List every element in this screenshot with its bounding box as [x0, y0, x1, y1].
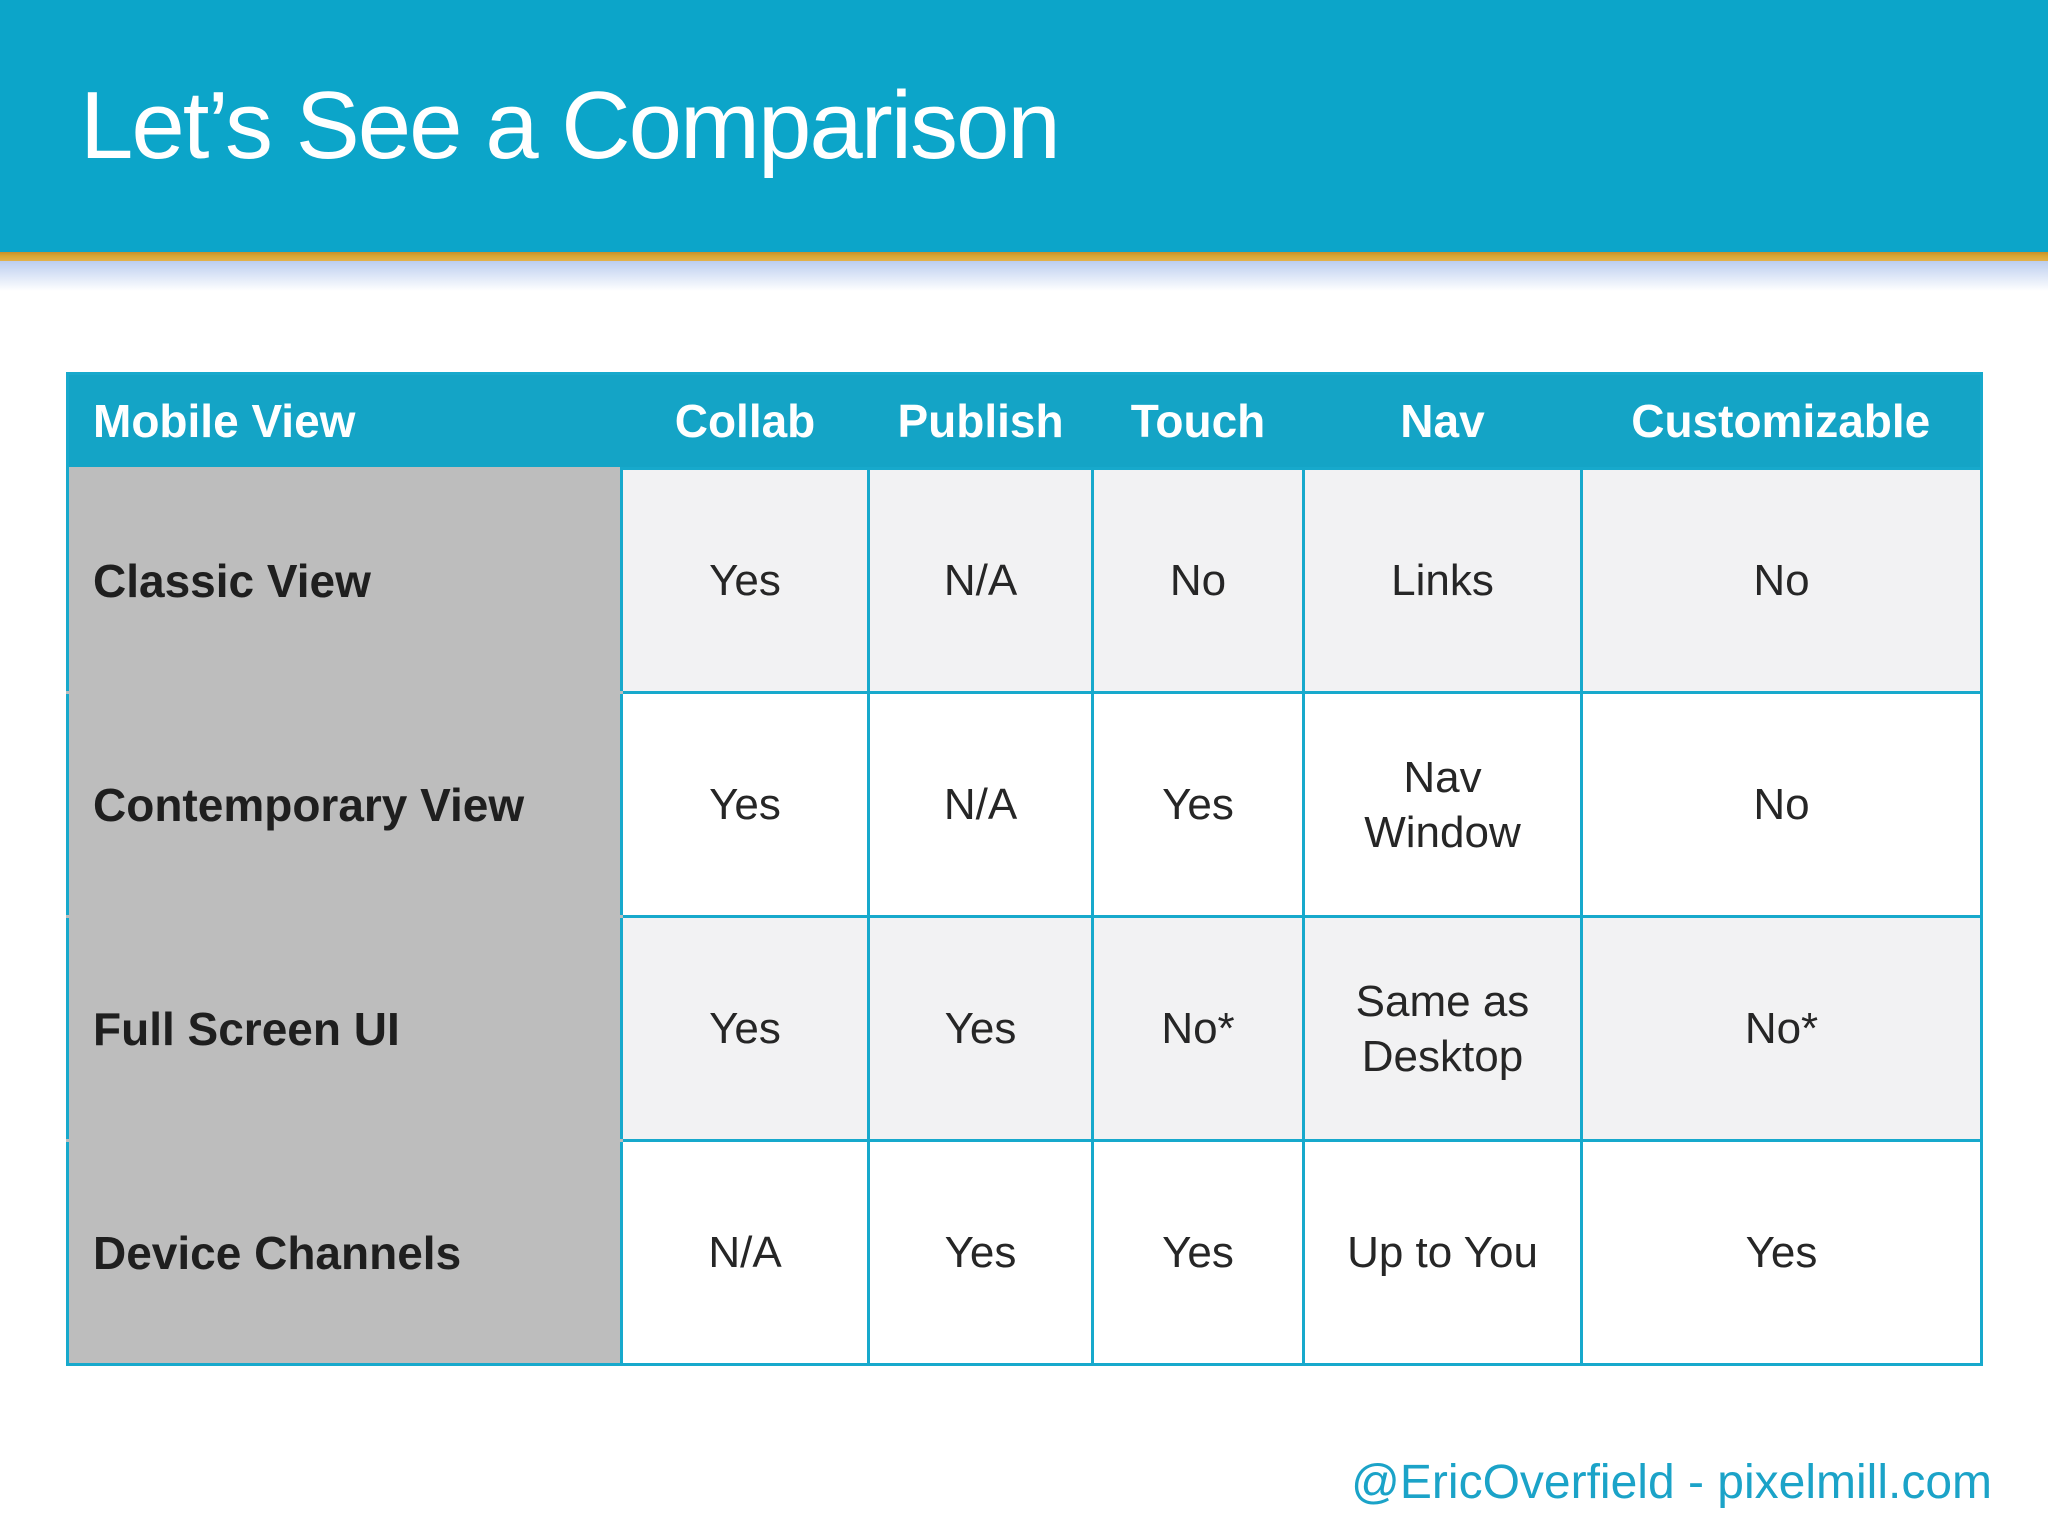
slide-title: Let’s See a Comparison — [80, 72, 1061, 179]
table-row: Full Screen UI Yes Yes No* Same as Deskt… — [66, 915, 1983, 1142]
band-shadow-gradient — [0, 261, 2048, 291]
table-cell: No — [1580, 467, 1983, 694]
table-cell: Yes — [867, 915, 1094, 1142]
footer-credit: @EricOverfield - pixelmill.com — [1351, 1456, 1992, 1509]
table-row: Classic View Yes N/A No Links No — [66, 467, 1983, 694]
gold-divider-rule — [0, 252, 2048, 261]
column-header-publish: Publish — [868, 373, 1093, 469]
column-header-customizable: Customizable — [1581, 373, 1982, 469]
column-header-collab: Collab — [621, 373, 869, 469]
table-cell: Yes — [620, 915, 870, 1142]
column-header-nav: Nav — [1303, 373, 1582, 469]
table-header-row: Mobile View Collab Publish Touch Nav Cus… — [67, 373, 1982, 469]
table-cell: No* — [1091, 915, 1305, 1142]
title-band: Let’s See a Comparison — [0, 0, 2048, 252]
row-label: Full Screen UI — [66, 915, 623, 1142]
table-cell: Same as Desktop — [1302, 915, 1583, 1142]
table-cell: N/A — [620, 1139, 870, 1366]
table-cell: Yes — [867, 1139, 1094, 1366]
table-cell: Yes — [1091, 1139, 1305, 1366]
row-label: Classic View — [66, 467, 623, 694]
table-row: Contemporary View Yes N/A Yes Nav Window… — [66, 691, 1983, 918]
column-header-mobile-view: Mobile View — [67, 373, 622, 469]
column-header-touch: Touch — [1092, 373, 1304, 469]
table-cell: Yes — [620, 691, 870, 918]
comparison-table: Mobile View Collab Publish Touch Nav Cus… — [66, 372, 1983, 1366]
table-cell: Links — [1302, 467, 1583, 694]
row-label: Contemporary View — [66, 691, 623, 918]
table-cell: Nav Window — [1302, 691, 1583, 918]
table-cell: N/A — [867, 467, 1094, 694]
row-label: Device Channels — [66, 1139, 623, 1366]
table-cell: Yes — [1580, 1139, 1983, 1366]
table-cell: Up to You — [1302, 1139, 1583, 1366]
table-cell: No — [1580, 691, 1983, 918]
table-cell: Yes — [1091, 691, 1305, 918]
table-cell: Yes — [620, 467, 870, 694]
table-cell: N/A — [867, 691, 1094, 918]
table-row: Device Channels N/A Yes Yes Up to You Ye… — [66, 1139, 1983, 1366]
table-cell: No — [1091, 467, 1305, 694]
table-cell: No* — [1580, 915, 1983, 1142]
